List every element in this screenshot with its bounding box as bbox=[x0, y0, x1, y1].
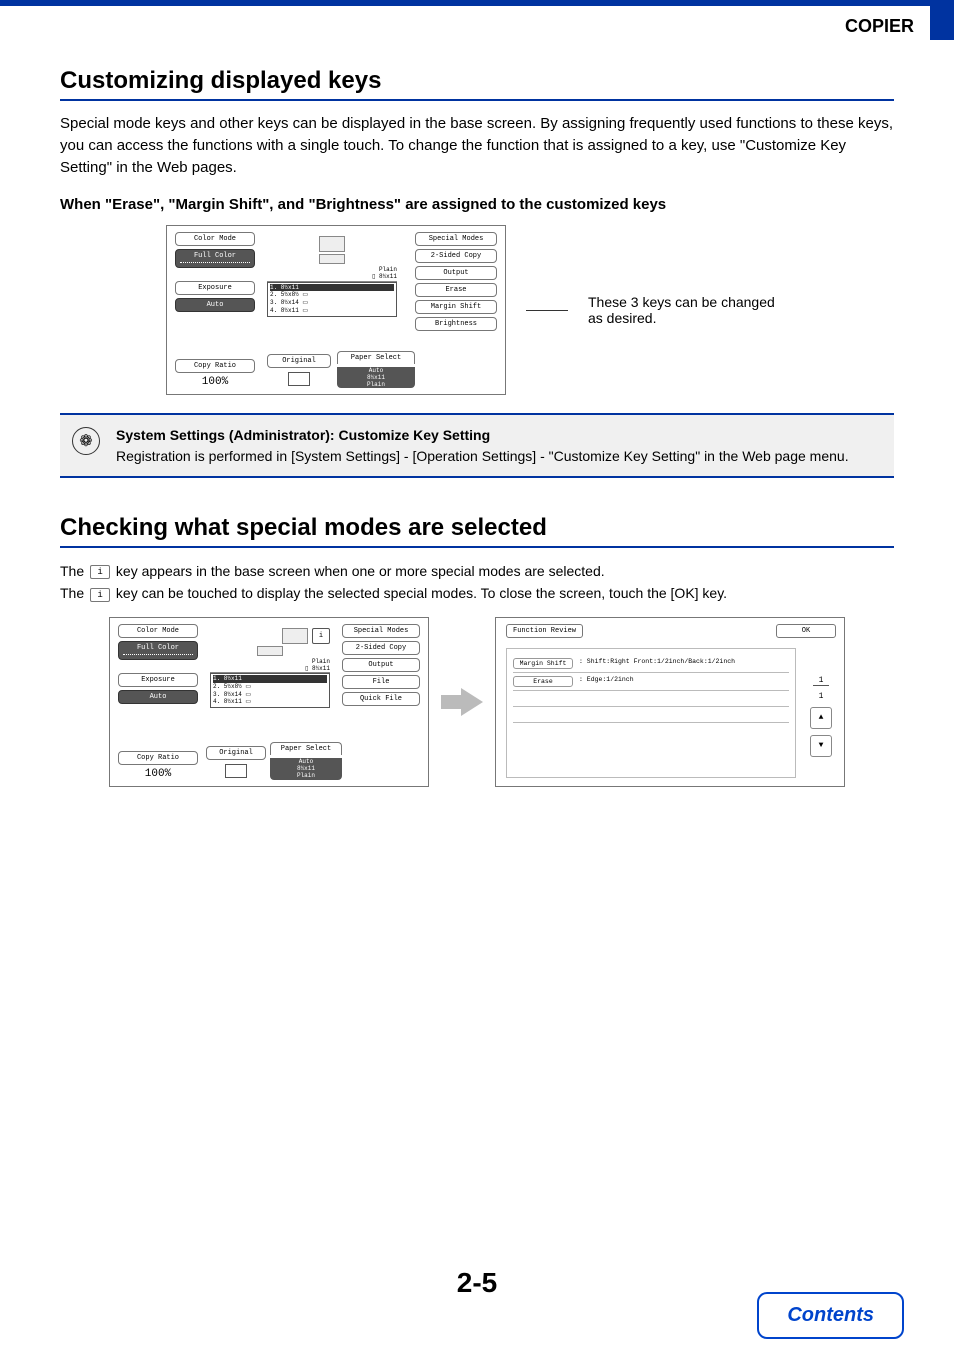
line1b: key appears in the base screen when one … bbox=[116, 563, 605, 579]
info-icon: i bbox=[90, 565, 110, 579]
gear-icon: ❁ bbox=[72, 427, 100, 455]
margin-shift-button[interactable]: Margin Shift bbox=[415, 300, 497, 314]
page-total: 1 bbox=[819, 692, 824, 701]
original-icon bbox=[288, 372, 310, 386]
line1a: The bbox=[60, 563, 88, 579]
arrow-right-icon bbox=[441, 688, 483, 716]
tray-2: 2. 5½x8½ bbox=[270, 291, 299, 298]
quick-file-button[interactable]: Quick File bbox=[342, 692, 420, 706]
tray-3: 3. 8½x14 bbox=[213, 691, 242, 698]
tray-3: 3. 8½x14 bbox=[270, 299, 299, 306]
tray-2: 2. 5½x8½ bbox=[213, 683, 242, 690]
exposure-button[interactable]: Exposure bbox=[175, 281, 255, 295]
ps-size: 8½x11 bbox=[297, 765, 315, 772]
copy-ratio-value: 100% bbox=[118, 768, 198, 780]
header-bar bbox=[0, 0, 954, 6]
original-button[interactable]: Original bbox=[267, 354, 331, 368]
preview-icon-2 bbox=[319, 254, 345, 264]
section2-line1: The i key appears in the base screen whe… bbox=[60, 560, 894, 582]
exposure-auto-button[interactable]: Auto bbox=[175, 298, 255, 312]
admin-text: Registration is performed in [System Set… bbox=[116, 448, 849, 464]
plain-label: Plain bbox=[379, 266, 397, 273]
preview-icon bbox=[282, 628, 308, 644]
paper-select-info: Auto 8½x11 Plain bbox=[270, 758, 342, 780]
callout-line bbox=[526, 310, 568, 311]
side-note: These 3 keys can be changed as desired. bbox=[588, 294, 788, 326]
output-button[interactable]: Output bbox=[342, 658, 420, 672]
section2-line2: The i key can be touched to display the … bbox=[60, 582, 894, 604]
paper-select-info: Auto 8½x11 Plain bbox=[337, 367, 415, 389]
plain-size: 8½x11 bbox=[312, 665, 330, 672]
preview-icon-2 bbox=[257, 646, 283, 656]
function-review-title: Function Review bbox=[506, 624, 583, 638]
special-modes-button[interactable]: Special Modes bbox=[415, 232, 497, 246]
color-mode-button[interactable]: Color Mode bbox=[118, 624, 198, 638]
full-color-label: Full Color bbox=[137, 644, 179, 652]
brightness-button[interactable]: Brightness bbox=[415, 317, 497, 331]
plain-size: 8½x11 bbox=[379, 273, 397, 280]
scroll-up-button[interactable]: ▲ bbox=[810, 707, 832, 729]
copy-ratio-button[interactable]: Copy Ratio bbox=[118, 751, 198, 765]
tray-4: 4. 8½x11 bbox=[213, 698, 242, 705]
function-review-panel: Function Review OK Margin Shift : Shift:… bbox=[495, 617, 845, 787]
original-button[interactable]: Original bbox=[206, 746, 266, 760]
page-current: 1 bbox=[813, 676, 829, 686]
scroll-down-button[interactable]: ▼ bbox=[810, 735, 832, 757]
line2b: key can be touched to display the select… bbox=[116, 585, 727, 601]
ps-type: Plain bbox=[297, 772, 315, 779]
paper-select-button[interactable]: Paper Select bbox=[270, 742, 342, 755]
header-title: COPIER bbox=[0, 6, 954, 37]
full-color-label: Full Color bbox=[194, 252, 236, 260]
copier-panel-base: Color Mode Full Color Exposure Auto i bbox=[109, 617, 429, 787]
paper-select-button[interactable]: Paper Select bbox=[337, 351, 415, 364]
copier-panel-customized: Color Mode Full Color Exposure Auto Plai… bbox=[166, 225, 506, 395]
full-color-button[interactable]: Full Color bbox=[118, 641, 198, 660]
original-icon bbox=[225, 764, 247, 778]
full-color-button[interactable]: Full Color bbox=[175, 249, 255, 268]
admin-title: System Settings (Administrator): Customi… bbox=[116, 425, 849, 445]
section1-heading: Customizing displayed keys bbox=[60, 67, 894, 101]
info-button[interactable]: i bbox=[312, 628, 330, 644]
preview-icon bbox=[319, 236, 345, 252]
ps-auto: Auto bbox=[299, 758, 313, 765]
section2-heading: Checking what special modes are selected bbox=[60, 514, 894, 548]
copy-ratio-value: 100% bbox=[175, 376, 255, 388]
admin-note-box: ❁ System Settings (Administrator): Custo… bbox=[60, 413, 894, 478]
review-row-label: Margin Shift bbox=[513, 658, 573, 669]
section1-para: Special mode keys and other keys can be … bbox=[60, 113, 894, 178]
line2a: The bbox=[60, 585, 88, 601]
special-modes-button[interactable]: Special Modes bbox=[342, 624, 420, 638]
exposure-auto-button[interactable]: Auto bbox=[118, 690, 198, 704]
review-row-label: Erase bbox=[513, 676, 573, 687]
plain-label: Plain bbox=[312, 658, 330, 665]
contents-button[interactable]: Contents bbox=[757, 1292, 904, 1339]
ok-button[interactable]: OK bbox=[776, 624, 836, 638]
copy-ratio-button[interactable]: Copy Ratio bbox=[175, 359, 255, 373]
erase-button[interactable]: Erase bbox=[415, 283, 497, 297]
tray-4: 4. 8½x11 bbox=[270, 307, 299, 314]
tray-list: 1. 8½x11 2. 5½x8½ ▭ 3. 8½x14 ▭ 4. 8½x11 … bbox=[267, 282, 397, 317]
output-button[interactable]: Output bbox=[415, 266, 497, 280]
section1-bold: When "Erase", "Margin Shift", and "Brigh… bbox=[60, 196, 894, 213]
tray-1: 1. 8½x11 bbox=[270, 284, 394, 292]
tray-1: 1. 8½x11 bbox=[213, 675, 327, 683]
info-icon: i bbox=[90, 588, 110, 602]
tray-list: 1. 8½x11 2. 5½x8½ ▭ 3. 8½x14 ▭ 4. 8½x11 … bbox=[210, 673, 330, 708]
review-row-value: : Edge:1/2inch bbox=[579, 676, 789, 687]
review-row-value: : Shift:Right Front:1/2inch/Back:1/2inch bbox=[579, 658, 789, 669]
ps-size: 8½x11 bbox=[367, 374, 385, 381]
color-mode-button[interactable]: Color Mode bbox=[175, 232, 255, 246]
two-sided-copy-button[interactable]: 2-Sided Copy bbox=[342, 641, 420, 655]
ps-auto: Auto bbox=[369, 367, 383, 374]
file-button[interactable]: File bbox=[342, 675, 420, 689]
ps-type: Plain bbox=[367, 381, 385, 388]
two-sided-copy-button[interactable]: 2-Sided Copy bbox=[415, 249, 497, 263]
exposure-button[interactable]: Exposure bbox=[118, 673, 198, 687]
